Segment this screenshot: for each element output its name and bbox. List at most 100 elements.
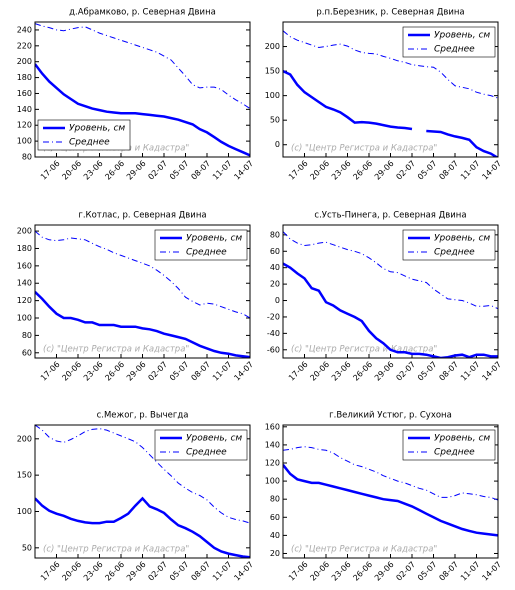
legend-label: Уровень, см (186, 234, 242, 244)
x-tick-label: 29-06 (373, 159, 396, 182)
y-tick-label: 80 (22, 331, 32, 340)
x-tick-label: 29-06 (373, 360, 396, 383)
legend-label: Среднее (186, 448, 227, 458)
x-tick-label: 29-06 (373, 560, 396, 583)
x-tick-label: 08-07 (437, 360, 460, 383)
y-tick-label: 20 (270, 280, 280, 289)
x-tick-label: 23-06 (330, 560, 353, 583)
y-tick-label: 140 (265, 440, 280, 449)
y-tick-label: 120 (17, 121, 32, 130)
x-tick-label: 29-06 (125, 159, 148, 182)
y-tick-label: 60 (22, 348, 32, 357)
chart-title: р.п.Березник, р. Северная Двина (316, 8, 464, 18)
x-tick-label: 05-07 (416, 159, 439, 182)
y-tick-label: -60 (267, 345, 280, 354)
plot-frame (34, 21, 251, 158)
legend-label: Уровень, см (186, 434, 242, 444)
y-tick-label: 180 (17, 73, 32, 82)
series-line (283, 30, 498, 99)
legend-label: Уровень, см (434, 434, 490, 444)
series-line (35, 425, 250, 524)
watermark: (c) "Центр Регистра и Кадастра" (43, 345, 189, 355)
x-tick-label: 05-07 (416, 560, 439, 583)
x-tick-label: 14-07 (480, 159, 503, 182)
x-tick-label: 08-07 (437, 560, 460, 583)
y-tick-label: 60 (270, 513, 280, 522)
y-tick-label: 220 (17, 41, 32, 50)
x-tick-label: 20-06 (308, 360, 331, 383)
x-tick-label: 20-06 (308, 560, 331, 583)
x-tick-label: 11-07 (211, 560, 234, 583)
y-tick-label: 80 (22, 153, 32, 162)
chart-title: с.Усть-Пинега, р. Северная Двина (314, 211, 466, 221)
y-tick-label: 0 (275, 296, 280, 305)
legend-label: Среднее (434, 248, 475, 258)
x-tick-label: 17-06 (39, 560, 62, 583)
x-tick-label: 17-06 (39, 159, 62, 182)
legend-box (37, 119, 131, 151)
y-tick-label: 50 (22, 543, 32, 552)
legend-box (154, 429, 248, 461)
watermark: (c) "Центр Регистра и Кадастра" (291, 545, 437, 555)
watermark: (c) "Центр Регистра и Кадастра" (291, 144, 437, 154)
legend-box (402, 229, 496, 261)
x-tick-label: 14-07 (232, 159, 255, 182)
x-tick-label: 02-07 (394, 360, 417, 383)
x-tick-label: 11-07 (211, 159, 234, 182)
x-tick-label: 26-06 (103, 560, 126, 583)
x-tick-label: 20-06 (60, 560, 83, 583)
y-tick-label: 100 (17, 137, 32, 146)
x-tick-label: 20-06 (60, 360, 83, 383)
watermark: (c) "Центр Регистра и Кадастра" (43, 545, 189, 555)
x-tick-label: 20-06 (308, 159, 331, 182)
x-tick-label: 05-07 (416, 360, 439, 383)
legend-label: Уровень, см (434, 234, 490, 244)
watermark: (c) "Центр Регистра и Кадастра" (291, 345, 437, 355)
y-tick-label: 40 (270, 531, 280, 540)
y-tick-label: 140 (17, 279, 32, 288)
x-tick-label: 05-07 (168, 360, 191, 383)
series-line (35, 291, 250, 358)
plot-frame (282, 424, 499, 559)
chart-title: д.Абрамково, р. Северная Двина (69, 8, 216, 18)
y-tick-label: 200 (17, 57, 32, 66)
legend-label: Среднее (186, 248, 227, 258)
x-tick-label: 08-07 (189, 560, 212, 583)
plot-frame (34, 224, 251, 359)
x-tick-label: 23-06 (330, 360, 353, 383)
x-tick-label: 02-07 (394, 159, 417, 182)
x-tick-label: 26-06 (103, 360, 126, 383)
y-tick-label: 120 (17, 296, 32, 305)
y-tick-label: -20 (267, 312, 280, 321)
x-tick-label: 26-06 (351, 560, 374, 583)
x-tick-label: 02-07 (146, 560, 169, 583)
x-tick-label: 11-07 (459, 560, 482, 583)
x-tick-label: 14-07 (480, 560, 503, 583)
series-line (35, 23, 250, 110)
series-line (283, 262, 498, 358)
x-tick-label: 26-06 (351, 360, 374, 383)
y-tick-label: 160 (17, 89, 32, 98)
y-tick-label: 100 (265, 91, 280, 100)
y-tick-label: 120 (265, 459, 280, 468)
legend-label: Среднее (434, 448, 475, 458)
x-tick-label: 02-07 (146, 360, 169, 383)
y-tick-label: 240 (17, 25, 32, 34)
y-tick-label: 140 (17, 105, 32, 114)
y-tick-label: 100 (265, 477, 280, 486)
x-tick-label: 11-07 (459, 159, 482, 182)
series-line (283, 231, 498, 310)
x-tick-label: 11-07 (459, 360, 482, 383)
series-line (283, 464, 498, 537)
x-tick-label: 08-07 (437, 159, 460, 182)
y-tick-label: 200 (17, 434, 32, 443)
legend-label: Среднее (434, 45, 475, 55)
x-tick-label: 23-06 (330, 159, 353, 182)
y-tick-label: 20 (270, 549, 280, 558)
y-tick-label: 150 (17, 471, 32, 480)
x-tick-label: 20-06 (60, 159, 83, 182)
x-tick-label: 05-07 (168, 560, 191, 583)
series-line (35, 496, 250, 558)
legend-box (154, 229, 248, 261)
chart-title: с.Межог, р. Вычегда (97, 411, 189, 421)
